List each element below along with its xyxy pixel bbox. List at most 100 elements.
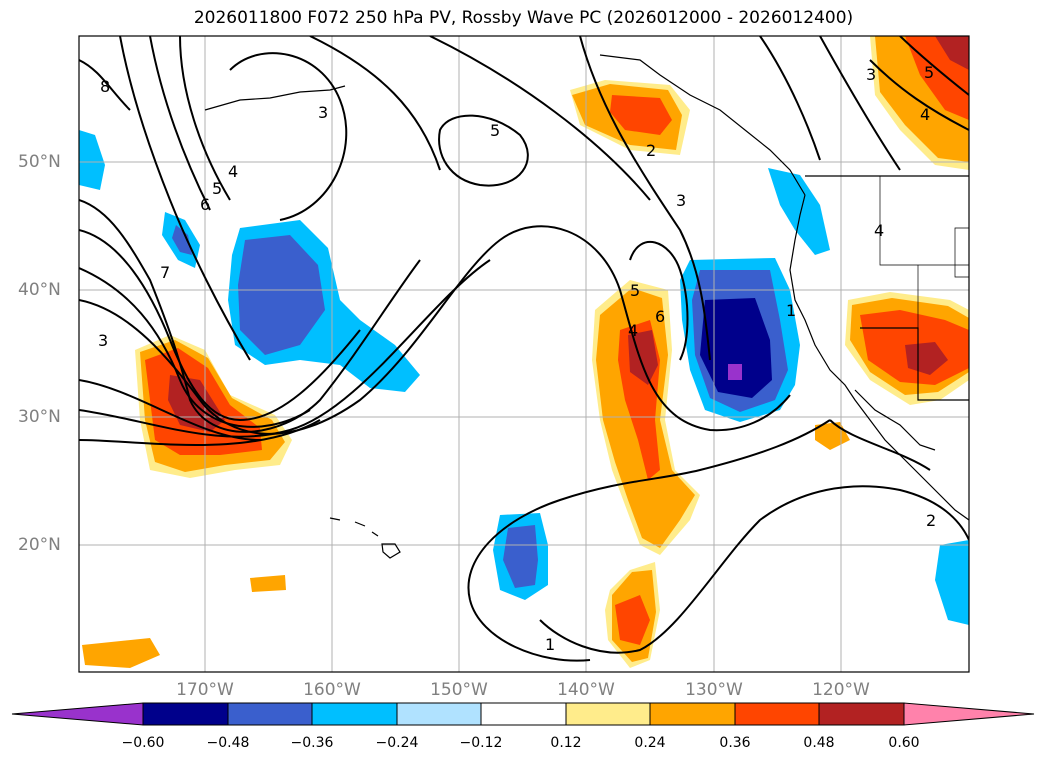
- contour-line: [469, 599, 591, 662]
- contour-label: 5: [630, 281, 640, 300]
- negative-anomaly: [700, 298, 772, 398]
- contour-line: [899, 36, 969, 96]
- contour-label: 2: [646, 141, 656, 160]
- positive-anomaly: [615, 595, 650, 645]
- lat-label-40n: 40°N: [18, 280, 61, 300]
- contour-label: 1: [786, 301, 796, 320]
- coastlines: [204, 54, 969, 559]
- contour-line: [429, 36, 651, 201]
- state-borders: [879, 176, 969, 328]
- lon-label-130w: 130°W: [685, 680, 743, 700]
- contour-label: 6: [200, 195, 210, 214]
- colorbar-extend-high: [903, 702, 1035, 726]
- lat-label-50n: 50°N: [18, 152, 61, 172]
- colorbar-segment: [818, 702, 905, 726]
- baja-coast: [854, 389, 936, 451]
- contour-line: [119, 36, 251, 361]
- contour-label: 4: [920, 105, 930, 124]
- contour-line: [629, 240, 689, 361]
- contour-line: [79, 379, 261, 441]
- contour-line: [79, 259, 491, 438]
- contour-line: [438, 114, 529, 187]
- map-title: 2026011800 F072 250 hPa PV, Rossby Wave …: [193, 8, 854, 28]
- contour-line: [829, 419, 931, 471]
- contour-label: 2: [926, 511, 936, 530]
- contour-label: 4: [228, 162, 238, 181]
- colorbar: [11, 702, 1035, 726]
- contour-label: 4: [628, 321, 638, 340]
- contour-line: [579, 36, 711, 361]
- contour-line: [309, 36, 441, 171]
- contour-line: [869, 59, 969, 131]
- contour-line: [79, 419, 321, 446]
- contour-labels: 8 3 4 5 6 7 3 5 2 3 5 4 6 1 2 4 3 5 4 1: [98, 63, 936, 654]
- lon-label-120w: 120°W: [812, 680, 870, 700]
- colorbar-tick: −0.48: [206, 735, 250, 751]
- negative-anomaly: [172, 225, 192, 255]
- contour-label: 7: [160, 263, 170, 282]
- colorbar-segment: [142, 702, 229, 726]
- alaska-coast: [204, 54, 806, 196]
- contour-label: 3: [676, 191, 686, 210]
- colorbar-tick: 0.12: [550, 735, 582, 751]
- contour-line: [149, 36, 211, 211]
- hawaii: [329, 517, 401, 559]
- colorbar-segment: [565, 702, 651, 726]
- positive-anomaly: [168, 375, 225, 432]
- colorbar-tick: −0.36: [290, 735, 334, 751]
- contour-line: [539, 485, 969, 654]
- positive-anomaly: [250, 575, 286, 592]
- contour-line: [759, 36, 821, 161]
- colorbar-extend-low: [11, 702, 144, 726]
- positive-anomaly: [82, 638, 160, 668]
- contour-line: [79, 225, 791, 435]
- contour-label: 5: [924, 63, 934, 82]
- positive-anomaly: [905, 342, 948, 375]
- contour-label: 3: [318, 103, 328, 122]
- contour-label: 5: [490, 121, 500, 140]
- colorbar-segment: [311, 702, 398, 726]
- negative-anomaly: [79, 130, 105, 190]
- colorbar-tick: 0.36: [719, 735, 751, 751]
- contour-line: [79, 199, 421, 433]
- colorbar-tick: −0.60: [121, 735, 165, 751]
- contour-label: 4: [874, 221, 884, 240]
- colorbar-segment: [480, 702, 567, 726]
- contour-line: [179, 36, 231, 201]
- colorbar-segment: [649, 702, 736, 726]
- negative-anomaly-peak: [728, 364, 742, 380]
- pv-contours: [79, 36, 969, 662]
- lon-label-170w: 170°W: [176, 680, 234, 700]
- contour-line: [819, 36, 901, 171]
- lat-label-20n: 20°N: [18, 535, 61, 555]
- contour-label: 8: [100, 77, 110, 96]
- colorbar-tick: 0.48: [803, 735, 835, 751]
- colorbar-tick: 0.60: [888, 735, 920, 751]
- positive-anomaly: [610, 95, 672, 135]
- contour-line: [79, 59, 131, 111]
- graticule: [79, 36, 969, 672]
- negative-anomaly: [503, 525, 538, 588]
- colorbar-segment: [396, 702, 482, 726]
- colorbar-tick: −0.24: [375, 735, 419, 751]
- contour-line: [79, 229, 361, 422]
- contour-label: 1: [545, 635, 555, 654]
- colorbar-segment: [227, 702, 313, 726]
- lon-label-140w: 140°W: [557, 680, 615, 700]
- negative-anomaly: [238, 235, 325, 355]
- colorbar-tick: −0.12: [459, 735, 503, 751]
- contour-line: [79, 267, 311, 428]
- lon-label-160w: 160°W: [303, 680, 361, 700]
- us-mexico-border: [860, 327, 969, 401]
- colorbar-tick: 0.24: [634, 735, 666, 751]
- pv-anomaly-shading: [79, 36, 969, 668]
- map-frame: [78, 35, 970, 673]
- positive-anomaly: [935, 36, 969, 70]
- west-coast: [789, 194, 969, 521]
- contour-label: 5: [212, 179, 222, 198]
- contour-line: [229, 52, 348, 221]
- contour-label: 3: [866, 65, 876, 84]
- contour-label: 6: [655, 307, 665, 326]
- negative-anomaly: [935, 540, 969, 625]
